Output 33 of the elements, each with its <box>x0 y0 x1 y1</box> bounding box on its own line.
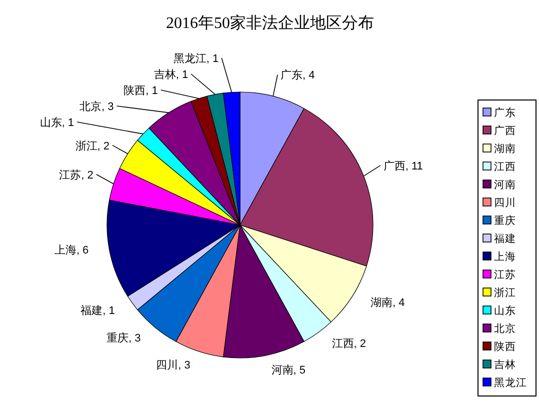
legend-label: 上海 <box>494 250 516 263</box>
chart-title: 2016年50家非法企业地区分布 <box>166 14 374 32</box>
data-label: 江苏, 2 <box>59 168 94 182</box>
legend-label: 江苏 <box>494 268 516 281</box>
data-label: 黑龙江, 1 <box>173 52 219 65</box>
legend-label: 广东 <box>494 106 516 119</box>
legend-label: 黑龙江 <box>494 376 527 389</box>
legend-label: 四川 <box>494 196 516 209</box>
legend-label: 重庆 <box>494 214 516 227</box>
data-label: 上海, 6 <box>54 243 89 256</box>
data-label: 陕西, 1 <box>124 85 158 97</box>
legend-label: 广西 <box>494 124 516 137</box>
legend-label: 北京 <box>494 322 516 335</box>
legend-label: 江西 <box>494 161 516 173</box>
data-label: 福建, 1 <box>80 304 115 317</box>
data-label: 山东, 1 <box>40 116 74 129</box>
data-label: 四川, 3 <box>156 358 190 372</box>
legend-label: 山东 <box>494 304 516 317</box>
data-label: 广东, 4 <box>280 68 315 82</box>
legend-label: 河南 <box>494 178 516 191</box>
legend-label: 浙江 <box>494 286 516 299</box>
legend-label: 陕西 <box>494 341 516 353</box>
data-label: 广西, 11 <box>383 159 423 172</box>
data-label: 湖南, 4 <box>370 296 405 309</box>
data-label: 重庆, 3 <box>106 331 141 344</box>
data-label: 江西, 2 <box>332 338 366 350</box>
data-label: 吉林, 1 <box>154 68 188 81</box>
legend-label: 吉林 <box>494 358 516 371</box>
data-label: 浙江, 2 <box>75 139 110 152</box>
legend-label: 福建 <box>494 232 516 245</box>
data-label: 河南, 5 <box>271 363 306 376</box>
legend-label: 湖南 <box>494 142 516 155</box>
data-label: 北京, 3 <box>80 100 114 113</box>
